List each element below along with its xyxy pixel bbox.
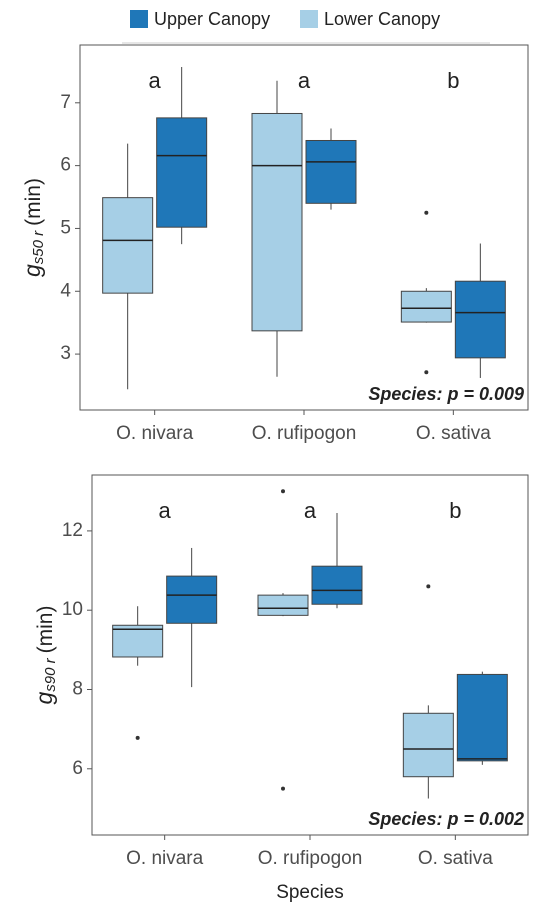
outlier xyxy=(424,370,429,375)
box xyxy=(112,624,164,658)
box xyxy=(311,565,363,605)
box xyxy=(305,139,357,204)
y-axis-label: gs50 r (min) xyxy=(19,178,47,277)
group-letter: a xyxy=(149,68,162,93)
y-tick-label: 12 xyxy=(62,520,83,541)
y-tick-label: 3 xyxy=(60,343,71,364)
group-letter: a xyxy=(159,498,172,523)
x-tick-label: O. nivara xyxy=(126,848,204,869)
outlier xyxy=(426,584,431,589)
y-tick-label: 6 xyxy=(60,155,71,176)
outlier xyxy=(281,489,285,494)
y-tick-label: 6 xyxy=(72,758,83,779)
y-tick-label: 5 xyxy=(60,217,71,238)
y-tick-label: 8 xyxy=(72,679,83,700)
annotation: Species: p = 0.009 xyxy=(368,384,524,404)
x-axis-label: Species xyxy=(276,882,344,903)
outlier xyxy=(135,735,140,740)
group-letter: a xyxy=(304,498,317,523)
group-letter: b xyxy=(447,68,459,93)
legend-label: Lower Canopy xyxy=(324,9,440,29)
y-label-unit: (min) xyxy=(34,606,57,654)
y-label-subscript: s50 r xyxy=(30,230,47,264)
legend-swatch xyxy=(130,10,148,28)
x-tick-label: O. rufipogon xyxy=(252,423,357,444)
outlier xyxy=(281,786,285,791)
legend-swatch xyxy=(300,10,318,28)
y-tick-label: 10 xyxy=(62,599,83,620)
y-label-symbol: g xyxy=(31,691,57,704)
x-tick-label: O. nivara xyxy=(116,423,194,444)
box xyxy=(454,280,506,359)
group-letter: b xyxy=(449,498,461,523)
legend-label: Upper Canopy xyxy=(154,9,270,29)
group-letter: a xyxy=(298,68,311,93)
y-tick-label: 4 xyxy=(60,280,71,301)
box xyxy=(257,594,309,616)
y-label-subscript: s90 r xyxy=(42,657,59,691)
box xyxy=(102,197,154,294)
y-label-unit: (min) xyxy=(22,178,45,226)
box xyxy=(456,673,508,762)
annotation: Species: p = 0.002 xyxy=(368,809,524,829)
x-tick-label: O. sativa xyxy=(418,848,493,869)
x-tick-label: O. sativa xyxy=(416,423,491,444)
box xyxy=(400,290,452,323)
outlier xyxy=(424,210,429,215)
box xyxy=(156,117,208,228)
y-label-symbol: g xyxy=(19,264,45,277)
box xyxy=(402,712,454,778)
box xyxy=(251,112,303,332)
y-tick-label: 7 xyxy=(60,92,71,113)
y-axis-label: gs90 r (min) xyxy=(31,606,59,705)
box xyxy=(166,575,218,624)
x-tick-label: O. rufipogon xyxy=(258,848,363,869)
